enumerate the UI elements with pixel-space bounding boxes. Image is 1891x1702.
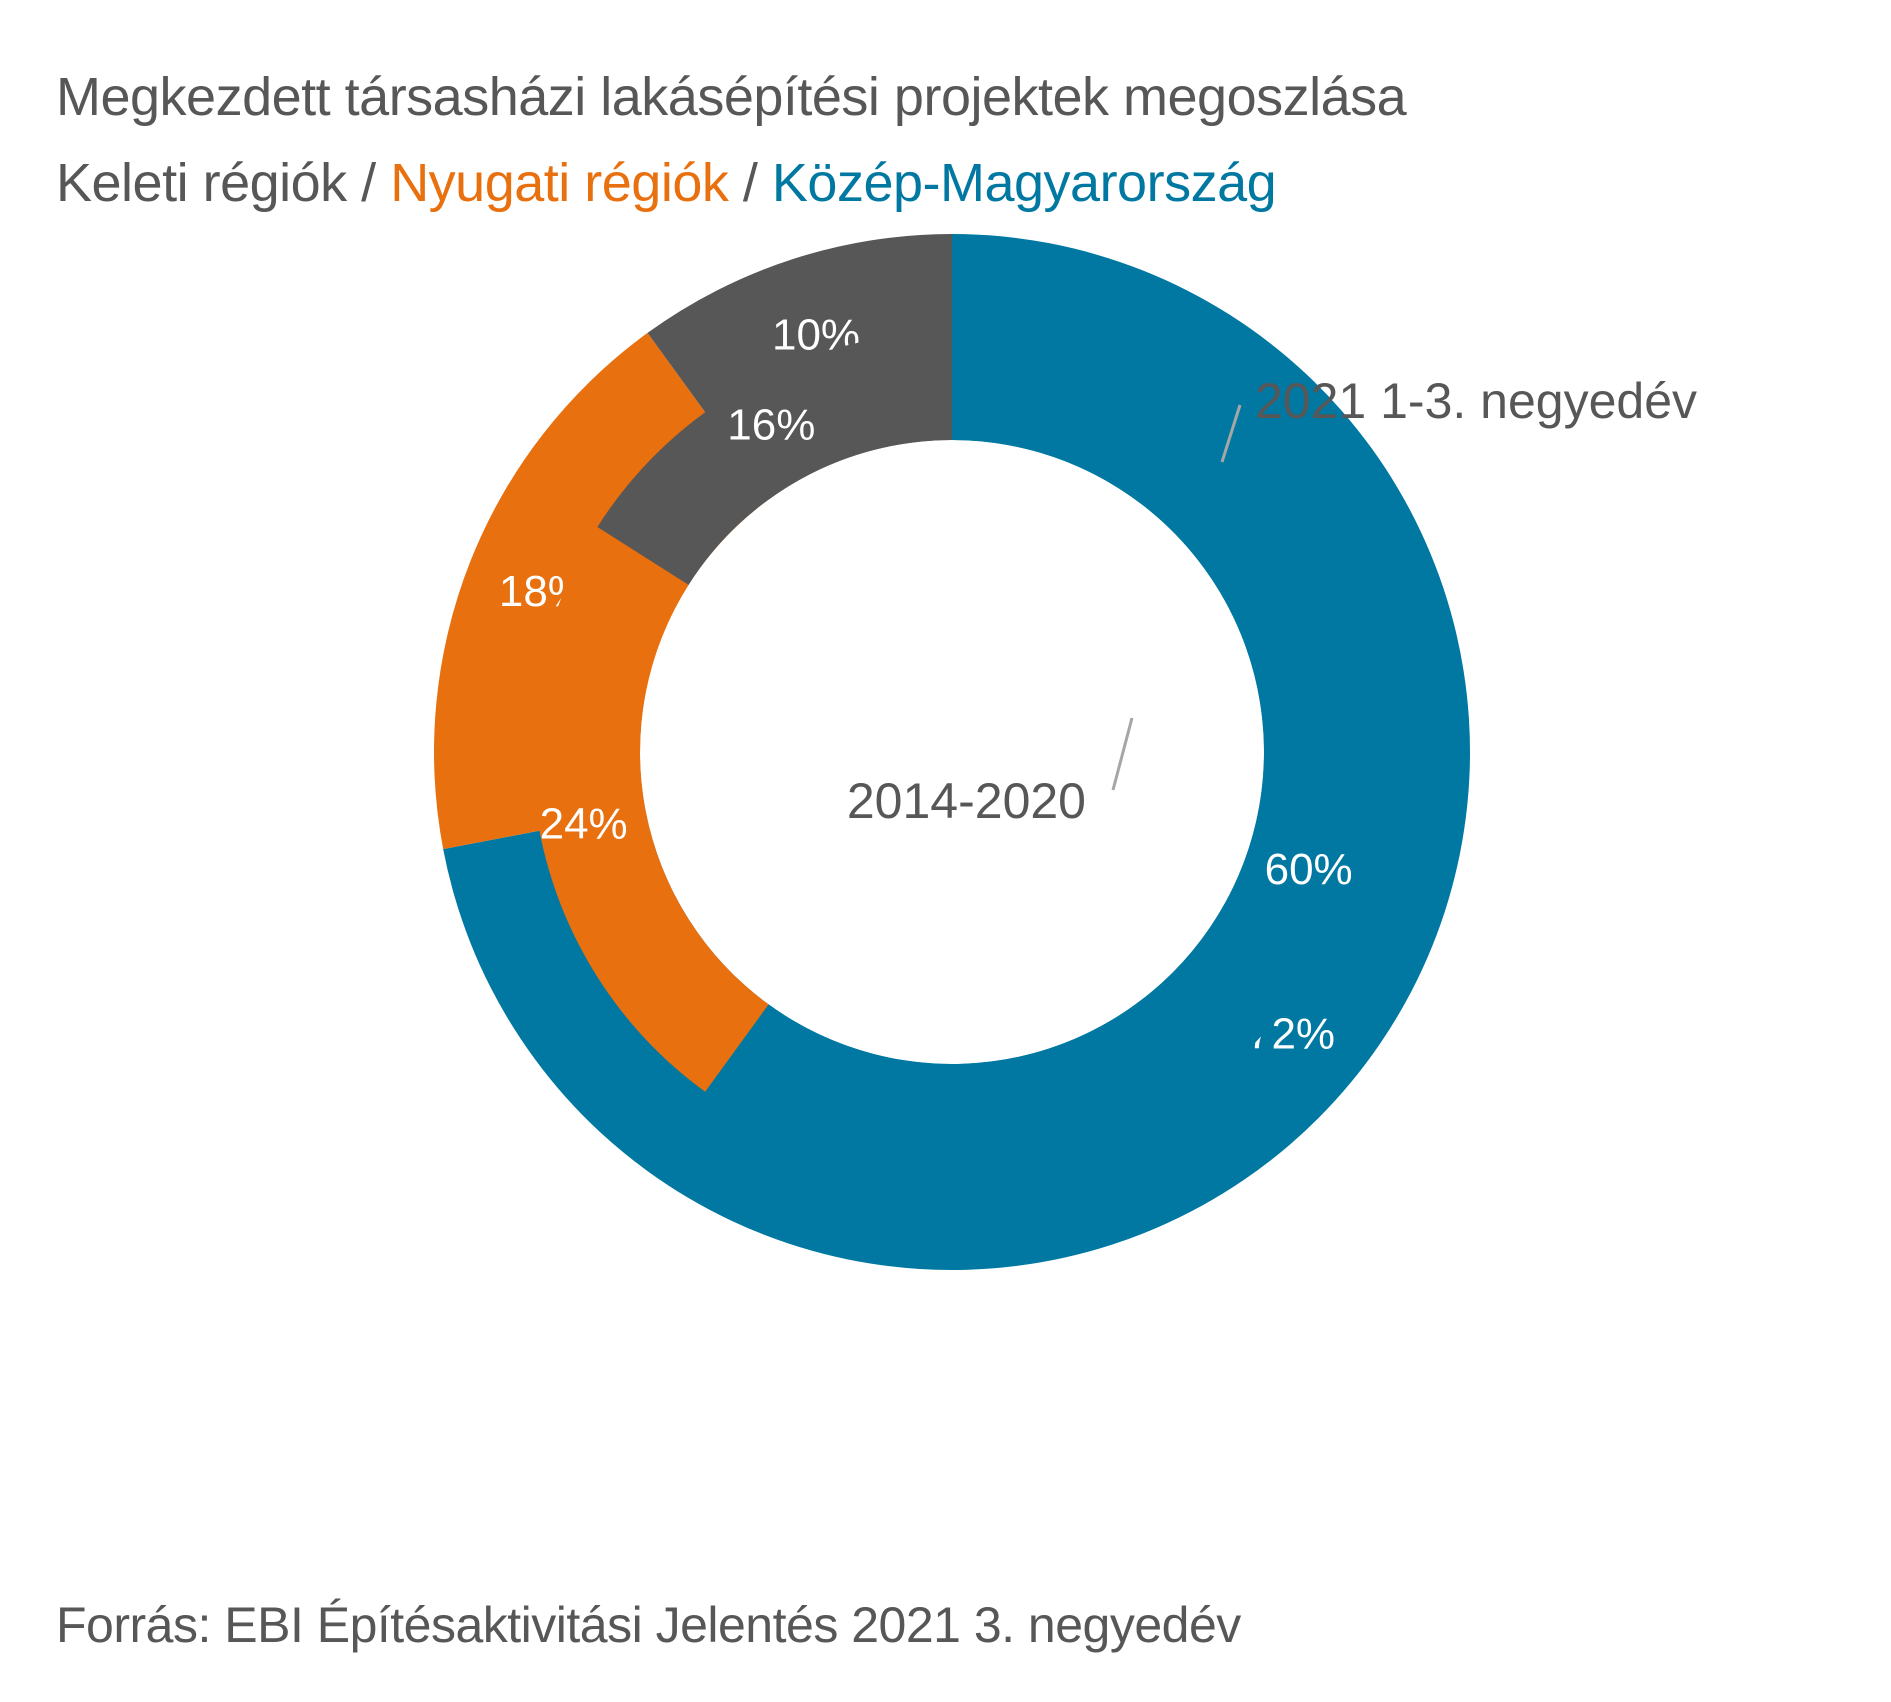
inner-data-label: 16% bbox=[727, 400, 815, 449]
inner-slice-keleti-r-gi-k bbox=[597, 332, 952, 585]
inner-slice-k-z-p-magyarorsz-g bbox=[705, 332, 1372, 1172]
inner-slice-nyugati-r-gi-k bbox=[532, 526, 769, 1092]
series-name-label: 2021 1-3. negyedév bbox=[1255, 373, 1697, 429]
subtitle-part-0: Keleti régiók bbox=[56, 153, 347, 213]
series-leader-line bbox=[1220, 404, 1242, 463]
subtitle-part-2: Nyugati régiók bbox=[390, 153, 729, 213]
series-leader-line bbox=[1111, 717, 1134, 791]
chart-subtitle-legend: Keleti régiók / Nyugati régiók / Közép-M… bbox=[56, 152, 1277, 214]
inner-data-label: 24% bbox=[540, 799, 628, 848]
subtitle-part-1: / bbox=[346, 153, 391, 213]
chart-title: Megkezdett társasházi lakásépítési proje… bbox=[56, 67, 1407, 127]
inner-data-label: 60% bbox=[1265, 845, 1353, 894]
source-note: Forrás: EBI Építésaktivitási Jelentés 20… bbox=[56, 1597, 1241, 1653]
subtitle-part-3: / bbox=[728, 153, 772, 213]
subtitle-part-4: Közép-Magyarország bbox=[771, 153, 1277, 213]
series-name-label: 2014-2020 bbox=[847, 773, 1086, 829]
